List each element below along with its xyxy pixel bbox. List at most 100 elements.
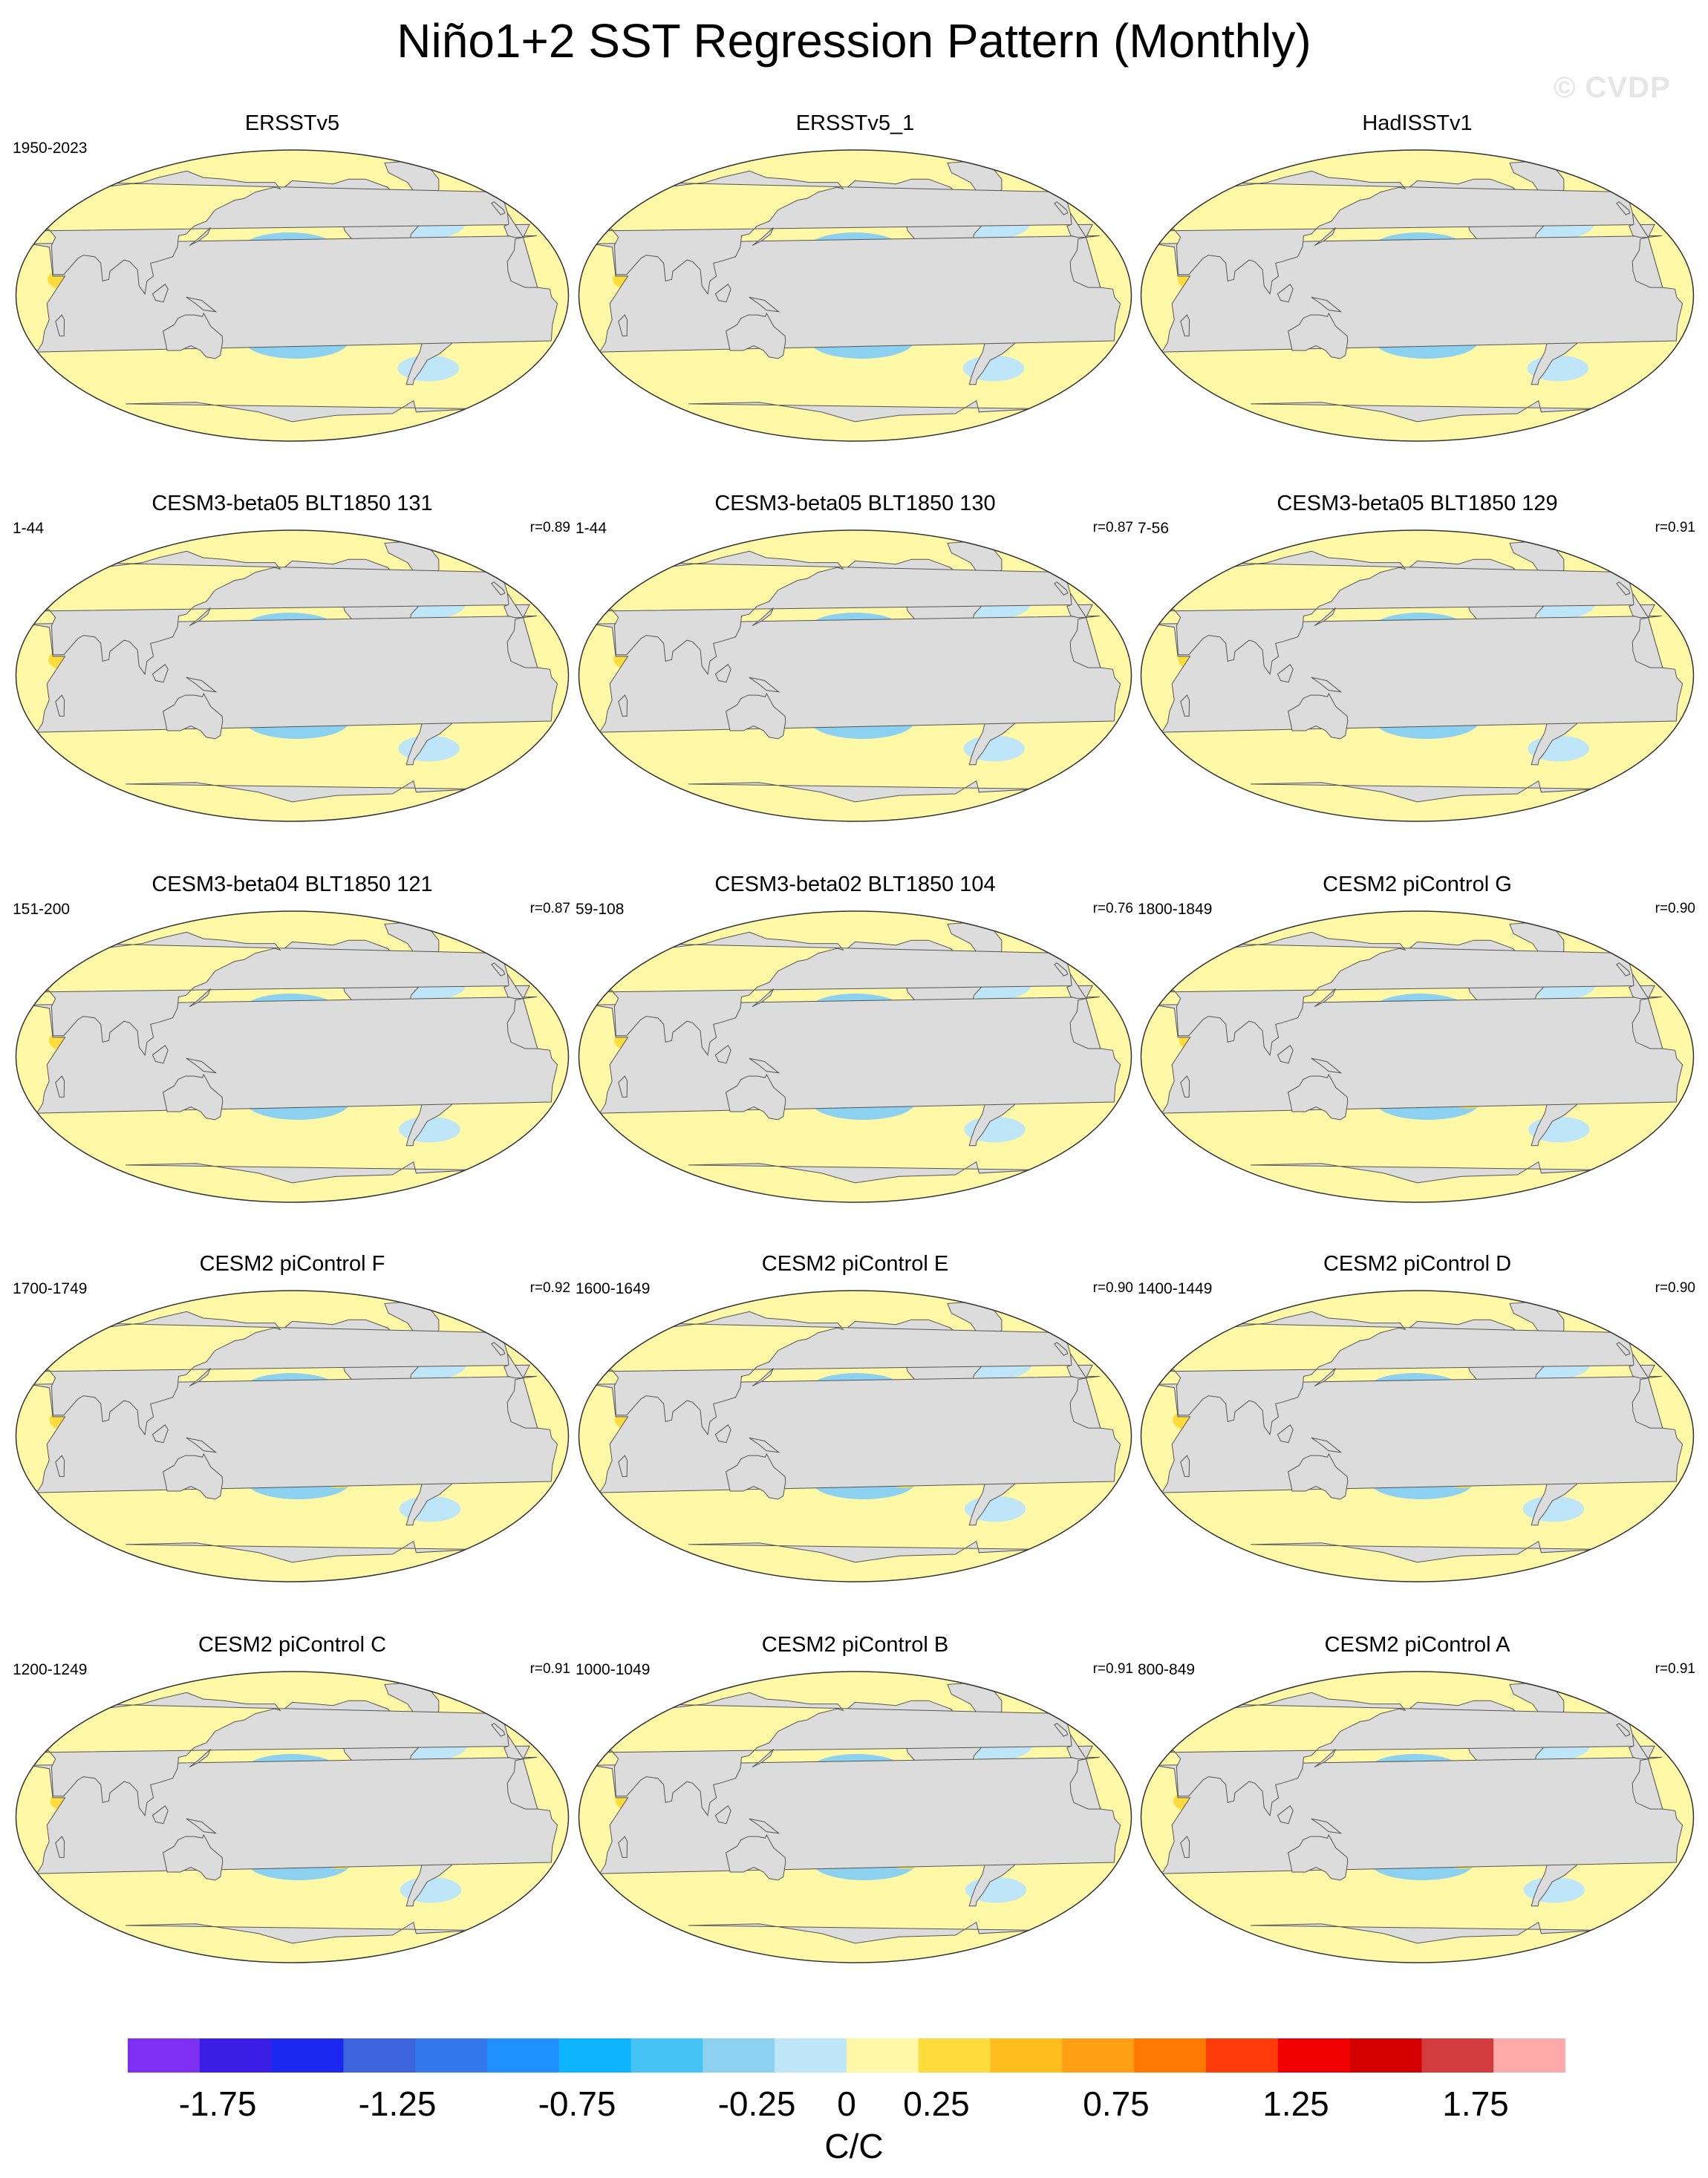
panel-period: 1800-1849 bbox=[1138, 901, 1213, 918]
land-australia bbox=[163, 312, 224, 359]
map-panel: CESM2 piControl E 1600-1649 r=0.90 bbox=[574, 1252, 1136, 1631]
land-uk bbox=[1054, 1342, 1069, 1356]
sst-regression-map bbox=[578, 910, 1132, 1203]
cvdp-watermark: © CVDP bbox=[1554, 71, 1671, 104]
colorbar-swatch bbox=[128, 2038, 201, 2073]
land-africa-east bbox=[506, 998, 538, 1049]
panel-period: 1400-1449 bbox=[1138, 1280, 1213, 1297]
land-africa-east bbox=[1069, 617, 1101, 668]
panel-period: 1000-1049 bbox=[576, 1661, 651, 1678]
panel-pattern-correlation: r=0.89 bbox=[529, 520, 570, 535]
land-borneo bbox=[714, 1045, 731, 1064]
panel-period: 1-44 bbox=[13, 520, 45, 537]
land-europe-west bbox=[1629, 1353, 1649, 1379]
sst-regression-map bbox=[1140, 910, 1695, 1203]
land-europe-west bbox=[503, 974, 524, 1000]
land-eurasia bbox=[36, 170, 531, 296]
regression-contour bbox=[1421, 1499, 1477, 1519]
land-borneo bbox=[714, 284, 731, 303]
land-eurasia bbox=[599, 931, 1094, 1057]
land-uk bbox=[491, 1723, 506, 1737]
land-eurasia bbox=[599, 1311, 1094, 1436]
land-new-guinea bbox=[186, 296, 218, 313]
regression-contour bbox=[862, 1119, 919, 1140]
colorbar-tick-label: 1.25 bbox=[1262, 2084, 1329, 2123]
land-eurasia bbox=[599, 170, 1094, 296]
panel-title: CESM2 piControl C bbox=[198, 1633, 387, 1657]
panel-pattern-correlation: r=0.90 bbox=[1092, 1280, 1133, 1296]
land-madagascar bbox=[1180, 314, 1190, 336]
land-africa-east bbox=[1069, 998, 1101, 1049]
regression-contour bbox=[1427, 1119, 1483, 1140]
land-africa-east bbox=[1632, 617, 1663, 668]
land-borneo bbox=[1277, 1424, 1294, 1444]
land-africa-east bbox=[1632, 237, 1663, 288]
map-panel: CESM2 piControl A 800-849 r=0.91 bbox=[1136, 1633, 1698, 2012]
land-africa-east bbox=[1069, 1758, 1101, 1810]
figure-title: Niño1+2 SST Regression Pattern (Monthly) bbox=[397, 14, 1311, 68]
land-africa-east bbox=[506, 1377, 538, 1429]
land-new-guinea bbox=[186, 1818, 218, 1834]
panel-period: 7-56 bbox=[1138, 520, 1170, 537]
panel-title: HadISSTv1 bbox=[1362, 111, 1473, 135]
land-japan bbox=[189, 607, 211, 626]
map-panel: CESM3-beta05 BLT1850 129 7-56 r=0.91 bbox=[1136, 492, 1698, 870]
colorbar-tick-label: -0.25 bbox=[717, 2084, 796, 2123]
land-uk bbox=[491, 581, 506, 596]
colorbar-swatch bbox=[1062, 2038, 1135, 2073]
land-eurasia bbox=[1161, 550, 1656, 676]
panel-pattern-correlation: r=0.87 bbox=[529, 901, 570, 916]
globe-outline bbox=[578, 910, 1132, 1203]
panel-pattern-correlation: r=0.92 bbox=[529, 1280, 570, 1296]
land-uk bbox=[1054, 962, 1069, 976]
land-madagascar bbox=[1180, 1836, 1190, 1858]
land-africa-east bbox=[1069, 237, 1101, 288]
land-borneo bbox=[1277, 1045, 1294, 1064]
panel-title: CESM3-beta05 BLT1850 130 bbox=[714, 492, 996, 515]
map-panel: HadISSTv1 bbox=[1136, 111, 1698, 490]
globe-outline bbox=[578, 1671, 1132, 1963]
land-madagascar bbox=[1180, 694, 1190, 717]
colorbar-tick-label: -0.75 bbox=[538, 2084, 616, 2123]
land-new-guinea bbox=[749, 1437, 780, 1453]
panel-title: CESM2 piControl F bbox=[199, 1252, 385, 1276]
land-new-guinea bbox=[749, 1057, 780, 1074]
globe-outline bbox=[1140, 529, 1695, 822]
colorbar-units: C/C bbox=[824, 2127, 884, 2165]
land-eurasia bbox=[599, 1692, 1094, 1817]
globe-outline bbox=[15, 910, 570, 1203]
land-japan bbox=[752, 1368, 774, 1386]
colorbar-swatch bbox=[847, 2038, 919, 2073]
land-borneo bbox=[714, 1805, 731, 1825]
land-australia bbox=[163, 1073, 224, 1121]
land-madagascar bbox=[1180, 1075, 1190, 1098]
map-panel: CESM2 piControl F 1700-1749 r=0.92 bbox=[11, 1252, 573, 1631]
land-africa-east bbox=[1632, 1758, 1663, 1810]
land-new-guinea bbox=[749, 296, 780, 313]
colorbar-swatch bbox=[1493, 2038, 1565, 2073]
regression-contour bbox=[864, 1879, 919, 1900]
land-uk bbox=[491, 962, 506, 976]
panel-title: ERSSTv5 bbox=[244, 111, 340, 135]
land-japan bbox=[752, 1749, 774, 1767]
land-europe-west bbox=[503, 593, 524, 619]
land-europe-west bbox=[1066, 212, 1087, 238]
regression-contour bbox=[1427, 738, 1482, 759]
panel-pattern-correlation: r=0.90 bbox=[1655, 901, 1695, 916]
land-new-guinea bbox=[186, 1057, 218, 1074]
land-madagascar bbox=[55, 314, 65, 336]
regression-contour bbox=[297, 1119, 353, 1140]
sst-regression-map bbox=[15, 149, 570, 442]
land-japan bbox=[189, 227, 211, 246]
map-panel: CESM3-beta04 BLT1850 121 151-200 r=0.87 bbox=[11, 873, 573, 1251]
colorbar-swatch bbox=[558, 2038, 632, 2073]
land-australia bbox=[163, 1833, 224, 1881]
sst-regression-map bbox=[1140, 1671, 1695, 1963]
land-borneo bbox=[714, 664, 731, 683]
land-new-guinea bbox=[749, 676, 780, 693]
globe-outline bbox=[1140, 1290, 1695, 1582]
land-europe-west bbox=[1066, 593, 1087, 619]
land-uk bbox=[491, 201, 506, 215]
panel-title: CESM2 piControl A bbox=[1324, 1633, 1510, 1657]
globe-outline bbox=[15, 1290, 570, 1582]
